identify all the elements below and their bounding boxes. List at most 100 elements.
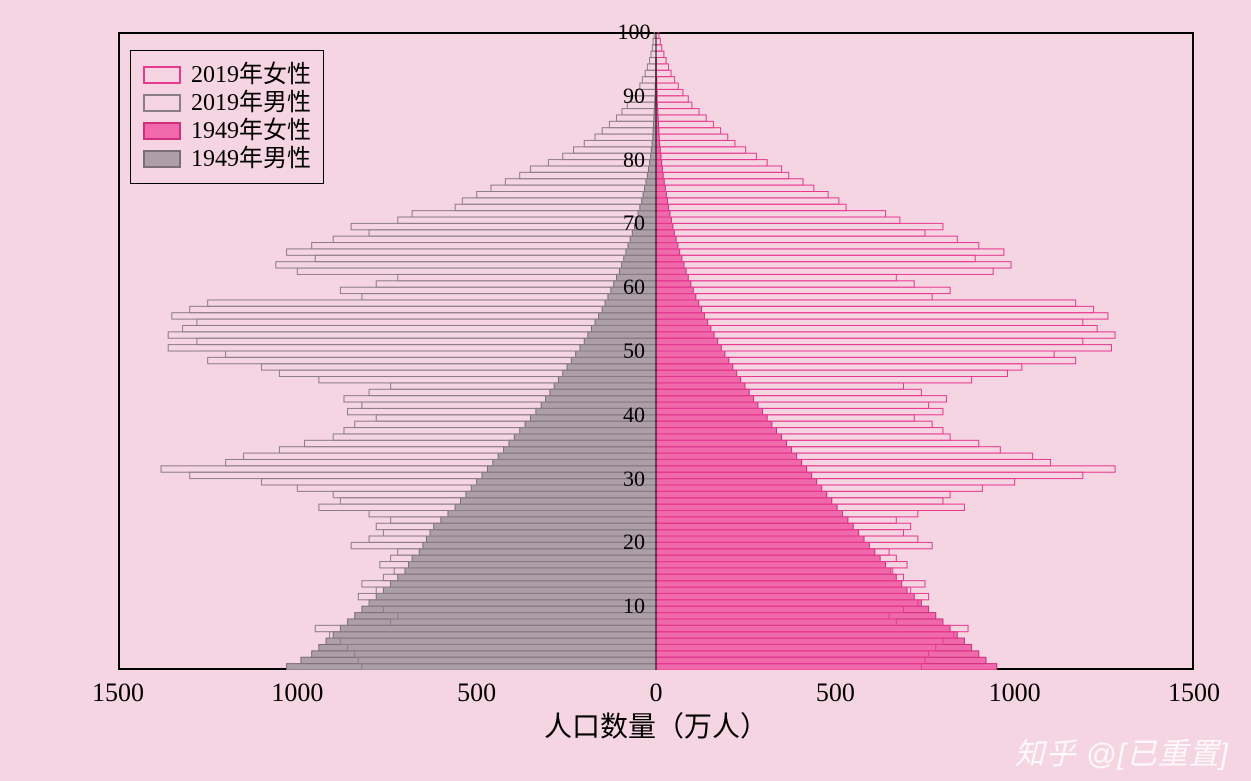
bar-2019-female [656,383,903,389]
bar-2019-female [656,357,1076,363]
bar-2019-female [656,408,943,414]
bar-2019-male [369,600,656,606]
bar-2019-male [340,498,656,504]
bar-2019-female [656,466,1115,472]
legend-item: 1949年男性 [143,147,311,171]
bar-2019-female [656,453,1033,459]
bar-2019-female [656,491,950,497]
bar-2019-female [656,89,683,95]
bar-2019-male [398,274,656,280]
bar-2019-female [656,581,925,587]
bar-2019-female [656,96,688,102]
bar-2019-male [412,211,656,217]
bar-2019-male [319,504,656,510]
bar-2019-female [656,644,936,650]
legend-swatch [143,150,181,168]
bar-2019-female [656,153,756,159]
bar-2019-female [656,574,903,580]
bar-2019-male [312,243,656,249]
bar-2019-female [656,351,1054,357]
bar-2019-female [656,185,814,191]
bar-2019-male [333,236,656,242]
legend-item: 2019年男性 [143,91,311,115]
bar-2019-female [656,593,929,599]
bar-2019-male [340,287,656,293]
bar-2019-male [226,351,656,357]
bar-2019-female [656,638,943,644]
bar-2019-female [656,402,929,408]
bar-2019-male [226,459,656,465]
bar-2019-female [656,428,943,434]
bar-2019-male [462,198,656,204]
bar-2019-female [656,479,1015,485]
legend-label: 2019年女性 [191,63,311,87]
bar-2019-female [656,447,1000,453]
bar-2019-female [656,345,1112,351]
y-tick-label: 80 [623,149,645,171]
x-tick-label: 500 [816,680,855,706]
bar-2019-male [376,281,656,287]
bar-2019-male [315,625,656,631]
bar-2019-female [656,204,846,210]
bar-2019-female [656,562,907,568]
bar-2019-male [369,389,656,395]
legend-box: 2019年女性 2019年男性 1949年女性 1949年男性 [130,50,324,184]
bar-2019-male [197,319,656,325]
bar-2019-female [656,606,903,612]
bar-2019-male [344,396,656,402]
bar-2019-female [656,166,782,172]
legend-item: 1949年女性 [143,119,311,143]
bar-2019-male [297,268,656,274]
bar-2019-male [355,651,656,657]
bar-2019-male [505,179,656,185]
x-tick-label: 0 [650,680,663,706]
bar-2019-female [656,651,929,657]
bar-2019-female [656,440,979,446]
y-tick-label: 90 [623,85,645,107]
bar-2019-male [391,383,656,389]
bar-2019-male [344,428,656,434]
bar-2019-female [656,172,789,178]
bar-2019-male [315,255,656,261]
bar-2019-female [656,77,675,83]
bar-2019-female [656,64,669,70]
y-tick-label: 60 [623,276,645,298]
bar-2019-male [376,523,656,529]
bar-2019-female [656,657,925,663]
bar-2019-female [656,134,728,140]
bar-2019-male [168,345,656,351]
bar-2019-male [279,447,656,453]
bar-2019-male [362,294,656,300]
bar-2019-female [656,268,993,274]
y-tick-label: 40 [623,404,645,426]
bar-2019-male [383,606,656,612]
bar-2019-male [362,664,656,670]
watermark-text: 知乎 @[已重置] [1015,729,1229,773]
bar-2019-female [656,664,921,670]
bar-2019-male [276,262,656,268]
x-tick-label: 1000 [989,680,1041,706]
bar-2019-male [161,466,656,472]
bar-2019-female [656,140,735,146]
bar-2019-male [348,408,656,414]
bar-2019-male [190,472,656,478]
bar-2019-female [656,236,957,242]
bar-2019-male [369,230,656,236]
bar-2019-male [602,128,656,134]
bar-2019-female [656,102,692,108]
bar-2019-male [477,192,656,198]
bar-2019-female [656,83,678,89]
bar-2019-male [491,185,656,191]
bar-2019-male [244,453,656,459]
legend-item: 2019年女性 [143,63,311,87]
bar-2019-male [168,332,656,338]
bar-2019-female [656,517,896,523]
bar-2019-male [362,581,656,587]
bar-2019-female [656,115,706,121]
bar-2019-male [584,140,656,146]
bar-2019-female [656,51,664,57]
bar-2019-male [333,434,656,440]
bar-2019-female [656,587,911,593]
bar-2019-female [656,504,964,510]
bar-2019-female [656,249,1004,255]
